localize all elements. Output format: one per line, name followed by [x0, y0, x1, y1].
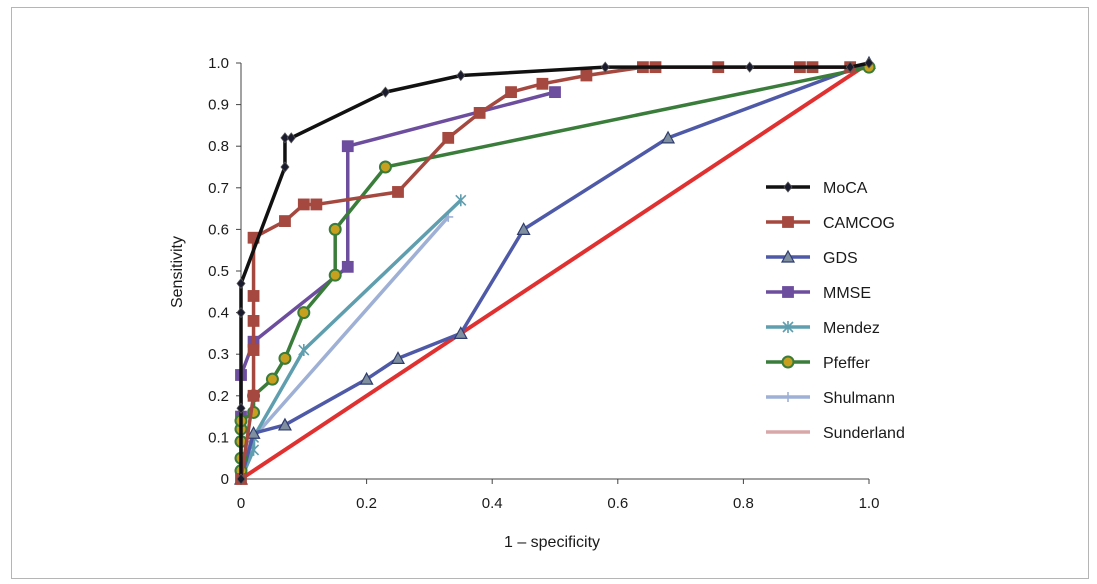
data-point-moca: [280, 132, 290, 144]
data-point-moca: [864, 57, 874, 69]
data-point-camcog: [505, 86, 517, 99]
x-tick-label: 1.0: [859, 495, 880, 512]
legend-label: MoCA: [823, 180, 868, 197]
series-line-shulmann: [239, 215, 450, 480]
x-tick-label: 0.2: [356, 495, 377, 512]
legend-marker: [783, 392, 793, 402]
data-point-mmse: [549, 86, 561, 99]
legend-item-shulmann: Shulmann: [766, 390, 895, 407]
data-point-moca: [745, 61, 755, 73]
data-point-camcog: [247, 389, 260, 402]
tick-labels: 0 0.1 0.2 0.3 0.4 0.5 0.6 0.7 0.8 0.9 1.0 0 0.2 0.4 0.…: [208, 55, 879, 512]
data-point-gds: [246, 425, 261, 439]
data-point-pfeffer: [297, 306, 311, 320]
data-point-moca: [286, 132, 296, 144]
legend-label: MMSE: [823, 285, 871, 302]
y-tick-label: 0.5: [208, 263, 229, 280]
legend: MoCA CAMCOG GDS MMSE Mendez Pfeffer Shulmann Su…: [766, 180, 905, 442]
data-point-pfeffer: [278, 351, 292, 365]
y-tick-label: 0.9: [208, 97, 229, 114]
x-tick-label: 0.8: [733, 495, 754, 512]
data-point-moca: [236, 402, 246, 414]
x-tick-label: 0.4: [482, 495, 503, 512]
data-point-camcog: [297, 198, 310, 211]
data-point-camcog: [279, 215, 291, 227]
data-point-gds: [277, 417, 292, 431]
y-tick-label: 0.7: [208, 180, 229, 197]
data-point-gds: [453, 326, 468, 339]
data-point-moca: [280, 161, 290, 173]
data-point-gds: [516, 222, 531, 235]
data-point-moca: [380, 86, 390, 98]
data-point-camcog: [310, 198, 323, 211]
data-point-pfeffer: [328, 222, 342, 236]
legend-label: Mendez: [823, 320, 880, 337]
y-tick-label: 0: [221, 471, 229, 488]
legend-marker: [782, 286, 794, 298]
series-moca: [236, 57, 874, 485]
legend-item-pfeffer: Pfeffer: [766, 355, 871, 372]
y-tick-label: 1.0: [208, 55, 229, 72]
plot-area: [233, 55, 877, 485]
y-tick-label: 0.6: [208, 221, 229, 238]
figure-frame: [11, 7, 1089, 579]
legend-label: GDS: [823, 250, 858, 267]
data-point-moca: [600, 61, 610, 73]
data-point-mendez: [455, 194, 467, 207]
y-tick-label: 0.2: [208, 388, 229, 405]
legend-item-mmse: MMSE: [766, 285, 871, 302]
x-axis-label: 1 – specificity: [504, 534, 600, 551]
data-point-moca: [236, 306, 246, 319]
legend-marker: [780, 249, 796, 263]
data-point-moca: [845, 61, 855, 73]
data-point-camcog: [473, 107, 486, 119]
data-point-pfeffer: [328, 268, 342, 282]
legend-label: Sunderland: [823, 425, 905, 442]
data-point-mmse: [341, 140, 354, 153]
reference-line: [239, 61, 871, 481]
legend-item-camcog: CAMCOG: [766, 215, 895, 232]
x-tick-label: 0: [237, 495, 245, 512]
data-point-gds: [390, 351, 406, 364]
data-point-moca: [236, 277, 246, 290]
data-point-camcog: [536, 77, 549, 90]
x-tick-label: 0.6: [607, 495, 628, 512]
data-point-gds: [359, 371, 374, 385]
data-point-camcog: [247, 315, 260, 327]
data-point-pfeffer: [378, 160, 392, 174]
legend-item-sunderland: Sunderland: [766, 425, 905, 442]
legend-label: Shulmann: [823, 390, 895, 407]
y-tick-label: 0.8: [208, 138, 229, 155]
legend-label: CAMCOG: [823, 215, 895, 232]
data-point-camcog: [247, 290, 260, 302]
data-point-camcog: [580, 69, 593, 82]
y-tick-label: 0.3: [208, 346, 229, 363]
y-tick-label: 0.1: [208, 429, 229, 446]
data-point-mmse: [341, 260, 354, 273]
legend-item-gds: GDS: [766, 249, 858, 267]
data-point-pfeffer: [265, 372, 279, 386]
data-point-gds: [661, 130, 676, 144]
legend-item-mendez: Mendez: [766, 320, 880, 337]
y-axis-label: Sensitivity: [169, 236, 186, 308]
reference-diagonal: [239, 61, 871, 481]
y-tick-label: 0.4: [208, 305, 229, 322]
legend-marker: [781, 355, 795, 369]
legend-item-moca: MoCA: [766, 180, 868, 197]
data-point-mendez: [298, 344, 310, 357]
data-point-camcog: [442, 131, 455, 144]
data-point-moca: [456, 69, 466, 82]
legend-marker: [783, 181, 793, 193]
data-point-moca: [236, 473, 246, 485]
legend-marker: [782, 321, 794, 333]
data-point-camcog: [247, 344, 260, 356]
legend-marker: [782, 216, 794, 228]
data-point-camcog: [392, 186, 404, 198]
legend-label: Pfeffer: [823, 355, 871, 372]
